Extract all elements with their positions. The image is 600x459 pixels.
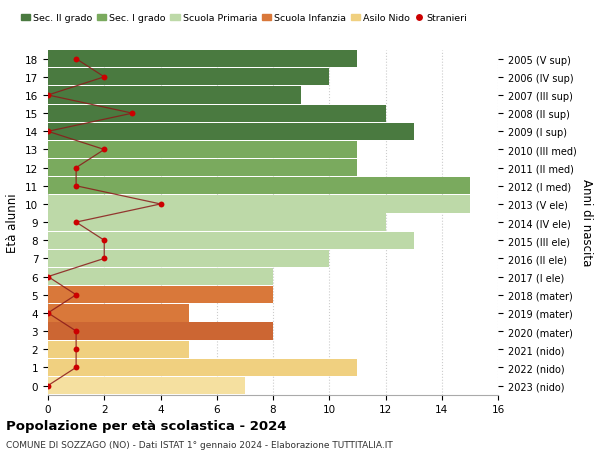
Bar — [48, 141, 358, 159]
Point — [71, 56, 81, 63]
Bar — [48, 196, 470, 213]
Point — [71, 165, 81, 172]
Bar — [48, 69, 329, 86]
Y-axis label: Anni di nascita: Anni di nascita — [580, 179, 593, 266]
Bar — [48, 286, 273, 304]
Point — [43, 309, 53, 317]
Point — [71, 328, 81, 335]
Bar — [48, 269, 273, 285]
Point — [43, 129, 53, 136]
Text: COMUNE DI SOZZAGO (NO) - Dati ISTAT 1° gennaio 2024 - Elaborazione TUTTITALIA.IT: COMUNE DI SOZZAGO (NO) - Dati ISTAT 1° g… — [6, 440, 393, 449]
Bar — [48, 160, 358, 177]
Point — [71, 346, 81, 353]
Bar — [48, 123, 413, 140]
Bar — [48, 214, 386, 231]
Text: Popolazione per età scolastica - 2024: Popolazione per età scolastica - 2024 — [6, 419, 287, 431]
Bar — [48, 105, 386, 123]
Bar — [48, 51, 358, 68]
Bar — [48, 250, 329, 268]
Bar — [48, 377, 245, 394]
Point — [43, 273, 53, 280]
Point — [128, 110, 137, 118]
Bar — [48, 178, 470, 195]
Point — [100, 255, 109, 263]
Bar — [48, 341, 188, 358]
Point — [71, 219, 81, 226]
Point — [100, 146, 109, 154]
Point — [43, 382, 53, 389]
Point — [71, 364, 81, 371]
Point — [100, 237, 109, 244]
Point — [43, 92, 53, 100]
Bar — [48, 305, 188, 322]
Point — [71, 183, 81, 190]
Point — [156, 201, 166, 208]
Bar — [48, 359, 358, 376]
Legend: Sec. II grado, Sec. I grado, Scuola Primaria, Scuola Infanzia, Asilo Nido, Stran: Sec. II grado, Sec. I grado, Scuola Prim… — [17, 11, 472, 27]
Bar — [48, 232, 413, 249]
Point — [100, 74, 109, 81]
Bar — [48, 323, 273, 340]
Y-axis label: Età alunni: Età alunni — [7, 193, 19, 252]
Point — [71, 291, 81, 299]
Bar — [48, 87, 301, 104]
